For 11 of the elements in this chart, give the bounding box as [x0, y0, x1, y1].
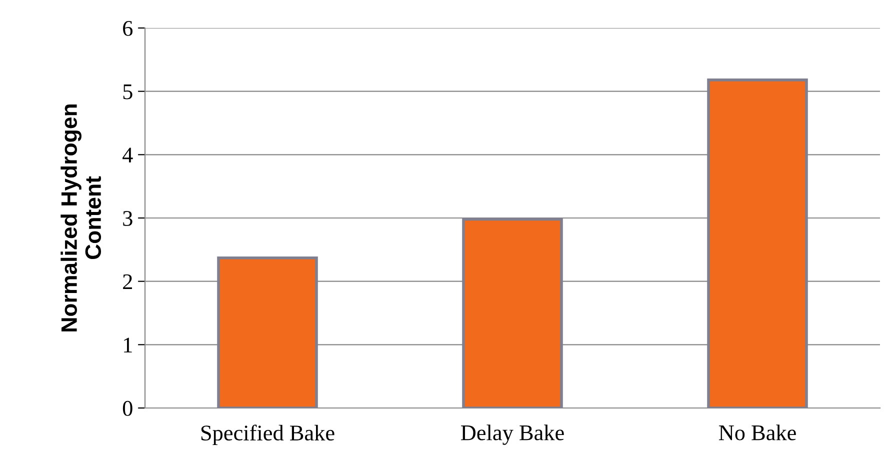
y-tick-label: 3 — [123, 210, 132, 226]
y-tick-label: 0 — [122, 400, 132, 416]
x-tick-label: No Bake — [718, 424, 796, 440]
x-tick-label: Delay Bake — [461, 424, 564, 445]
y-tick-label: 6 — [123, 20, 133, 36]
y-tick-label: 1 — [124, 338, 132, 352]
y-tick-label: 2 — [123, 274, 132, 290]
y-tick-label: 4 — [122, 148, 133, 162]
y-axis-title: Normalized Hydrogen Content — [60, 104, 102, 332]
y-tick-label: 5 — [123, 84, 132, 100]
x-tick-label: Specified Bake — [201, 424, 334, 446]
